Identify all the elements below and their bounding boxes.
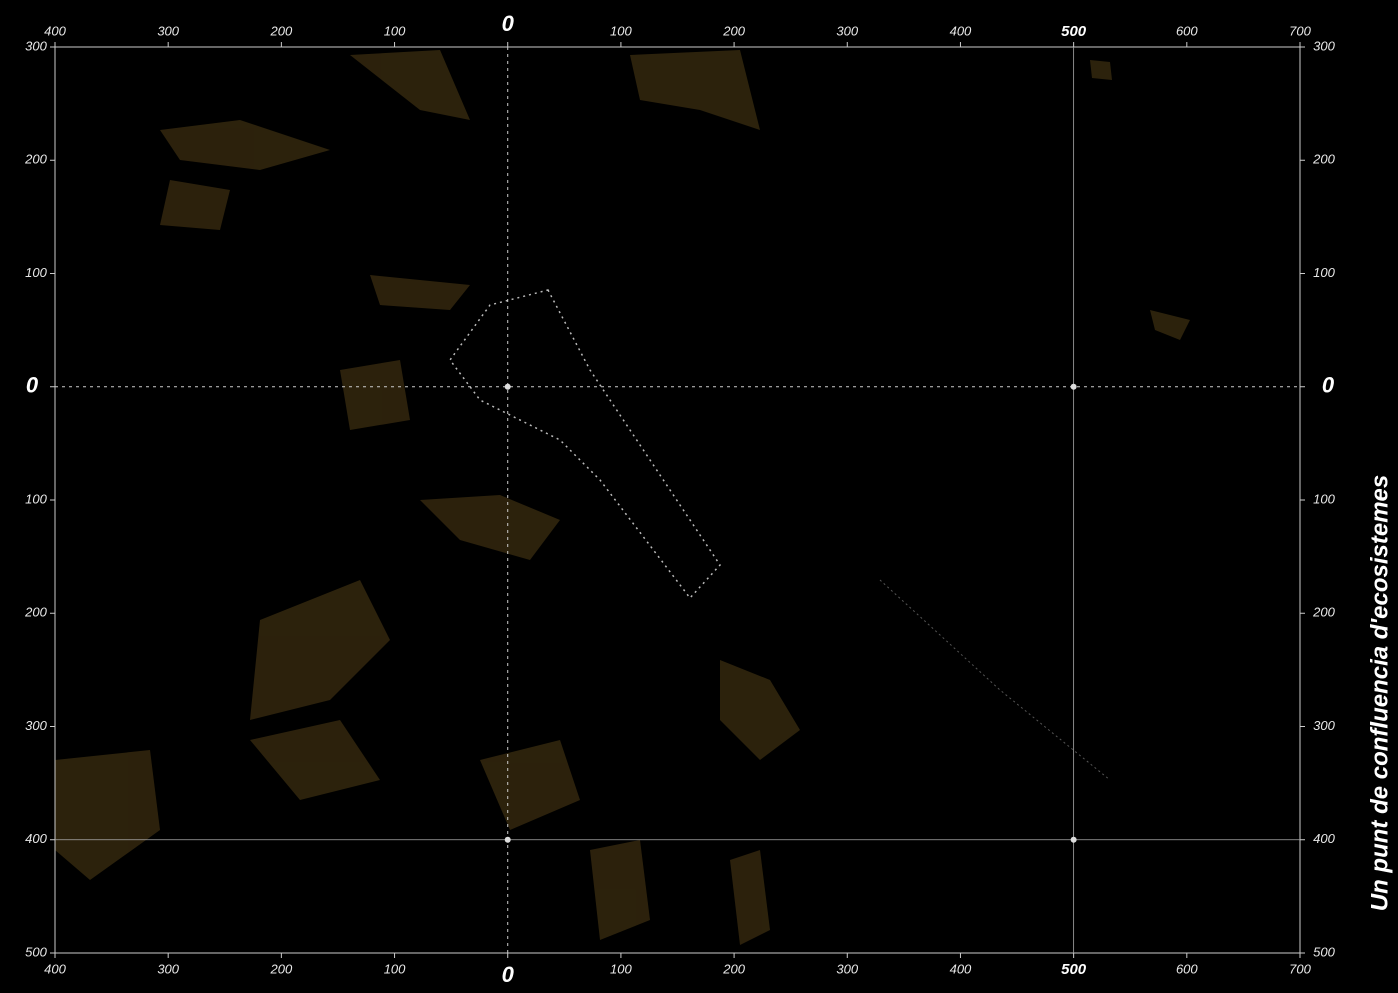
terrain-patch (55, 750, 160, 880)
grid-crossing (1070, 383, 1077, 390)
grid-crossing (504, 383, 511, 390)
terrain-patch (250, 720, 380, 800)
terrain-patch (160, 120, 330, 170)
terrain-patch (630, 50, 760, 130)
terrain-patch (730, 850, 770, 945)
x-label: 400 (44, 961, 66, 976)
y-label: 100 (25, 265, 47, 280)
y-label: 400 (25, 831, 47, 846)
x-label: 100 (384, 23, 406, 38)
x-label: 200 (270, 23, 293, 38)
x-label: 0 (502, 962, 515, 987)
y-label: 100 (1313, 265, 1335, 280)
terrain-patch (250, 580, 390, 720)
x-label: 300 (157, 23, 179, 38)
y-label: 500 (25, 944, 47, 959)
x-label: 300 (836, 23, 858, 38)
terrain-patch (340, 360, 410, 430)
x-label: 600 (1176, 961, 1198, 976)
terrain (55, 50, 1190, 945)
y-label: 200 (1312, 152, 1335, 167)
x-label: 600 (1176, 23, 1198, 38)
terrain-patch (160, 180, 230, 230)
y-label: 100 (1313, 491, 1335, 506)
terrain-patch (1150, 310, 1190, 340)
terrain-patch (720, 660, 800, 760)
x-label: 200 (270, 961, 293, 976)
grid-crossing (504, 836, 511, 843)
y-label: 500 (1313, 944, 1335, 959)
x-label: 400 (44, 23, 66, 38)
y-label: 400 (1313, 831, 1335, 846)
y-label: 300 (25, 718, 47, 733)
x-label: 200 (722, 23, 745, 38)
x-label: 700 (1289, 23, 1311, 38)
y-label: 200 (1312, 605, 1335, 620)
x-label: 100 (610, 23, 632, 38)
map-title: Un punt de confluencia d'ecosistemes (1366, 475, 1393, 911)
x-label: 100 (610, 961, 632, 976)
y-label: 300 (25, 38, 47, 53)
y-label: 100 (25, 491, 47, 506)
x-label: 300 (157, 961, 179, 976)
x-label: 400 (950, 23, 972, 38)
x-label: 700 (1289, 961, 1311, 976)
terrain-patch (420, 495, 560, 560)
x-label: 300 (836, 961, 858, 976)
x-label: 0 (502, 11, 515, 36)
x-label: 500 (1061, 23, 1087, 40)
site-outline (449, 289, 721, 600)
y-label: 0 (26, 373, 39, 398)
x-label: 100 (384, 961, 406, 976)
x-label: 500 (1061, 961, 1087, 978)
x-label: 200 (722, 961, 745, 976)
x-label: 400 (950, 961, 972, 976)
y-label: 300 (1313, 38, 1335, 53)
y-label: 0 (1322, 373, 1335, 398)
terrain-patch (350, 50, 470, 120)
terrain-patch (1090, 60, 1112, 80)
y-label: 200 (24, 152, 47, 167)
terrain-patch (480, 740, 580, 830)
y-label: 300 (1313, 718, 1335, 733)
terrain-patch (590, 840, 650, 940)
y-label: 200 (24, 605, 47, 620)
grid-crossing (1070, 836, 1077, 843)
terrain-patch (370, 275, 470, 310)
